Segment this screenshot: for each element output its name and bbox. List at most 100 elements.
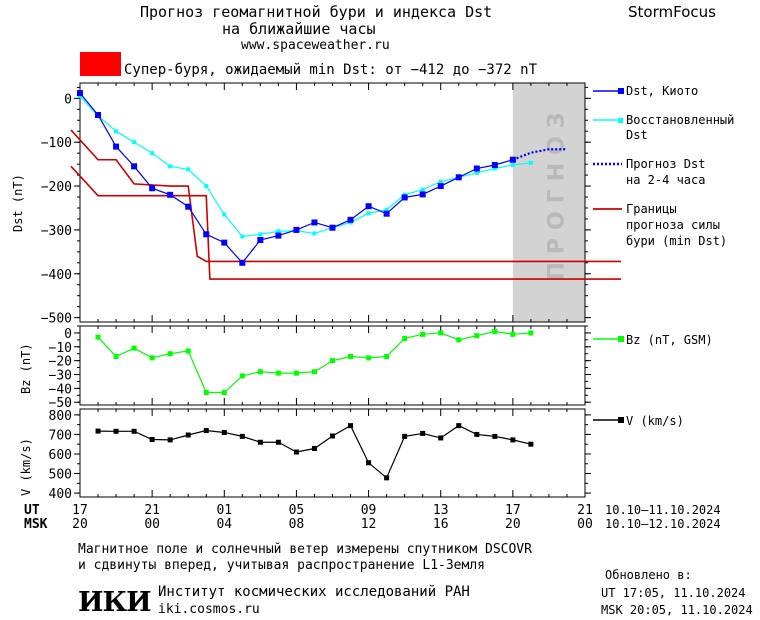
- iki-logo: ИКИ: [78, 587, 152, 618]
- dst-restored-point: [240, 234, 245, 239]
- website-link[interactable]: www.spaceweather.ru: [241, 38, 390, 53]
- dst-kyoto-point: [311, 219, 318, 226]
- speed-point: [311, 446, 317, 452]
- speed-point: [275, 439, 281, 445]
- legend-dst-forecast: Прогноз Dst: [626, 157, 706, 171]
- storm-color-swatch: [80, 52, 121, 76]
- bz-point: [366, 355, 372, 361]
- updated-msk: MSK 20:05, 11.10.2024: [601, 603, 753, 617]
- dst-restored-point: [78, 94, 82, 99]
- speed-point: [420, 430, 426, 436]
- storm-forecast-label: Супер-буря, ожидаемый min Dst: от −412 д…: [124, 62, 538, 78]
- speed-ytick-label: 700: [49, 428, 72, 443]
- speed-point: [438, 435, 444, 441]
- bz-point: [474, 333, 480, 339]
- dst-ytick-label: 0: [64, 92, 72, 107]
- speed-point: [221, 429, 227, 435]
- dst-kyoto-point: [95, 112, 102, 119]
- dst-kyoto-point: [401, 194, 408, 201]
- dst-kyoto-point: [455, 174, 462, 181]
- dst-restored-point: [186, 167, 191, 172]
- dst-kyoto-point: [437, 183, 444, 190]
- forecast-band-label: ПРОГНОЗ: [544, 104, 569, 280]
- bz-ytick-label: −40: [49, 382, 72, 397]
- speed-point: [366, 460, 372, 466]
- ut-axis-label: UT: [24, 503, 40, 518]
- ut-tick-label: 17: [505, 503, 521, 518]
- dst-restored-point: [222, 212, 227, 217]
- institute-link[interactable]: iki.cosmos.ru: [158, 602, 260, 617]
- bz-point: [456, 337, 462, 343]
- bz-panel-frame: [79, 325, 586, 406]
- dst-kyoto-point: [257, 236, 264, 243]
- boundary-line-lower: [70, 165, 622, 280]
- ut-tick-label: 05: [289, 503, 305, 518]
- speed-point: [239, 433, 245, 439]
- updated-label: Обновлено в:: [605, 568, 692, 582]
- dst-kyoto-point: [221, 239, 228, 246]
- dst-kyoto-point: [347, 216, 354, 223]
- legend-speed-marker: [618, 417, 624, 423]
- dst-restored-point: [114, 129, 119, 134]
- speed-point: [95, 428, 101, 434]
- bz-ytick-label: −30: [49, 369, 72, 384]
- dst-kyoto-point: [149, 185, 156, 192]
- dst-kyoto-point: [185, 203, 192, 210]
- speed-ytick-label: 800: [49, 409, 72, 424]
- bz-point: [311, 369, 317, 375]
- dst-kyoto-point: [419, 191, 426, 198]
- dst-ytick-label: −300: [41, 224, 72, 239]
- bz-point: [131, 345, 137, 351]
- updated-ut: UT 17:05, 11.10.2024: [601, 586, 746, 600]
- bz-ytick-label: −20: [49, 355, 72, 370]
- bz-axis-label: Bz (nT): [19, 343, 33, 394]
- msk-tick-label: 12: [361, 517, 377, 532]
- bz-point: [275, 370, 281, 376]
- dst-kyoto-point: [329, 224, 336, 231]
- speed-point: [456, 423, 462, 429]
- dst-restored-point: [420, 187, 425, 192]
- ut-tick-label: 17: [72, 503, 88, 518]
- speed-point: [203, 428, 209, 434]
- bz-line: [97, 330, 531, 394]
- speed-ytick-label: 600: [49, 448, 72, 463]
- dst-restored-point: [474, 170, 479, 175]
- dst-kyoto-point: [365, 203, 372, 210]
- legend-dst-restored-marker: [618, 118, 623, 123]
- legend-bz-marker: [618, 336, 624, 342]
- dst-restored-point: [204, 184, 209, 189]
- msk-tick-label: 00: [577, 517, 593, 532]
- bz-point: [528, 330, 534, 336]
- legend-dst-restored-2: Dst: [626, 128, 648, 142]
- ut-tick-label: 21: [144, 503, 160, 518]
- dst-kyoto-point: [473, 165, 480, 172]
- speed-point: [257, 439, 263, 445]
- speed-point: [330, 433, 335, 439]
- dst-restored-point: [366, 211, 371, 216]
- bz-point: [203, 390, 209, 396]
- speed-point: [474, 431, 480, 437]
- speed-point: [384, 475, 390, 481]
- speed-point: [402, 433, 408, 439]
- ut-tick-label: 21: [577, 503, 593, 518]
- msk-tick-label: 00: [144, 517, 160, 532]
- bz-point: [113, 353, 119, 359]
- dst-restored-point: [132, 140, 137, 145]
- msk-axis-label: MSK: [24, 517, 48, 532]
- speed-axis-label: V (km/s): [19, 438, 33, 496]
- speed-panel-frame: [79, 408, 586, 498]
- dst-kyoto-point: [491, 162, 498, 169]
- speed-point: [528, 441, 534, 447]
- bz-point: [438, 330, 444, 336]
- msk-tick-label: 04: [216, 517, 232, 532]
- msk-tick-label: 20: [72, 517, 88, 532]
- dst-kyoto-point: [239, 259, 246, 266]
- legend-speed: V (km/s): [626, 414, 684, 428]
- speed-point: [492, 433, 498, 439]
- bz-point: [510, 331, 516, 337]
- bz-point: [492, 329, 498, 335]
- ut-tick-label: 13: [433, 503, 449, 518]
- dst-restored-point: [492, 166, 497, 171]
- dst-ytick-label: −100: [41, 136, 72, 151]
